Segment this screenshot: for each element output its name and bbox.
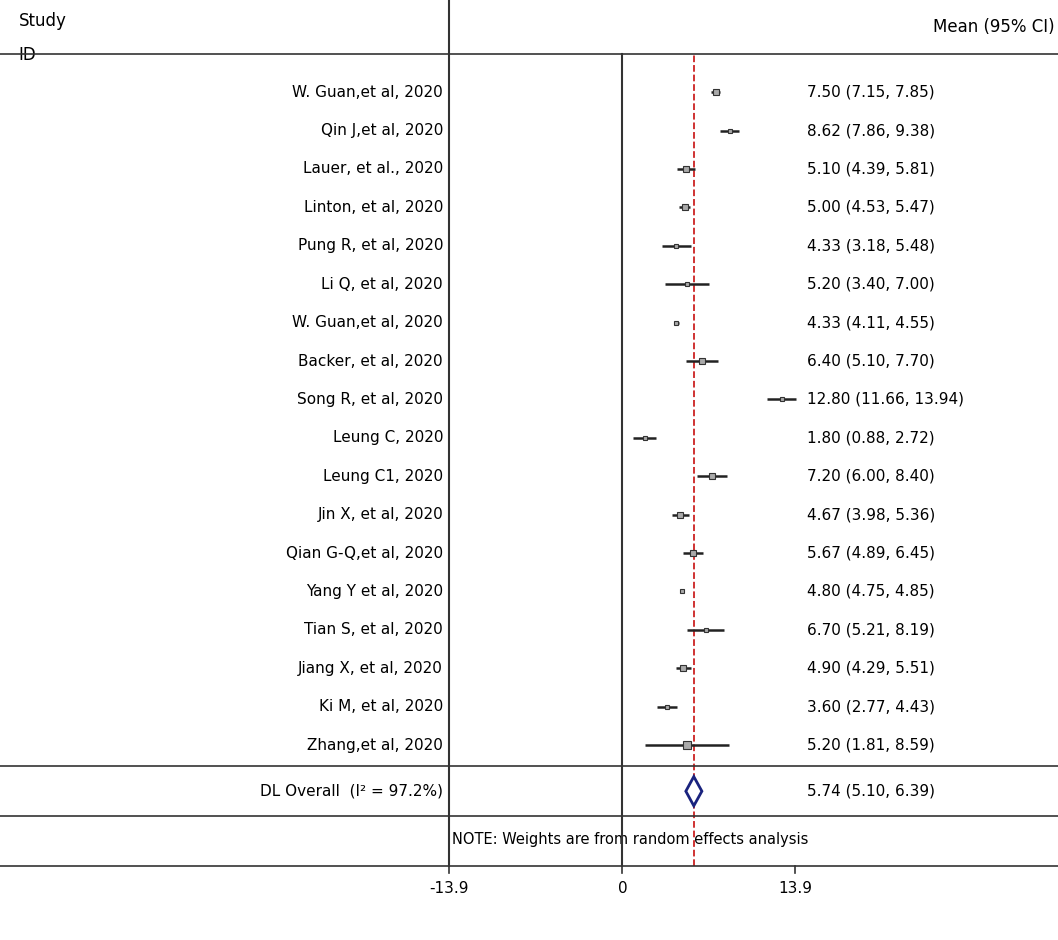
Text: 5.74 (5.10, 6.39): 5.74 (5.10, 6.39) (806, 784, 934, 799)
Text: Song R, et al, 2020: Song R, et al, 2020 (297, 392, 443, 407)
Text: NOTE: Weights are from random effects analysis: NOTE: Weights are from random effects an… (452, 832, 808, 847)
Text: Qian G-Q,et al, 2020: Qian G-Q,et al, 2020 (286, 545, 443, 560)
Text: 4.80 (4.75, 4.85): 4.80 (4.75, 4.85) (806, 584, 934, 599)
Text: W. Guan,et al, 2020: W. Guan,et al, 2020 (292, 85, 443, 100)
Text: 1.80 (0.88, 2.72): 1.80 (0.88, 2.72) (806, 431, 934, 446)
Text: Tian S, et al, 2020: Tian S, et al, 2020 (305, 622, 443, 637)
Text: Zhang,et al, 2020: Zhang,et al, 2020 (307, 738, 443, 753)
Text: 4.90 (4.29, 5.51): 4.90 (4.29, 5.51) (806, 661, 934, 676)
Text: Leung C, 2020: Leung C, 2020 (332, 431, 443, 446)
Text: 4.67 (3.98, 5.36): 4.67 (3.98, 5.36) (806, 508, 935, 523)
Text: W. Guan,et al, 2020: W. Guan,et al, 2020 (292, 315, 443, 330)
Text: Pung R, et al, 2020: Pung R, et al, 2020 (297, 239, 443, 253)
Text: 4.33 (3.18, 5.48): 4.33 (3.18, 5.48) (806, 239, 934, 253)
Text: 7.50 (7.15, 7.85): 7.50 (7.15, 7.85) (806, 85, 934, 100)
Text: Qin J,et al, 2020: Qin J,et al, 2020 (321, 123, 443, 138)
Text: 4.33 (4.11, 4.55): 4.33 (4.11, 4.55) (806, 315, 934, 330)
Polygon shape (686, 776, 701, 806)
Text: Lauer, et al., 2020: Lauer, et al., 2020 (303, 162, 443, 177)
Text: -13.9: -13.9 (430, 882, 469, 897)
Text: Backer, et al, 2020: Backer, et al, 2020 (298, 353, 443, 368)
Text: Jiang X, et al, 2020: Jiang X, et al, 2020 (298, 661, 443, 676)
Text: DL Overall  (I² = 97.2%): DL Overall (I² = 97.2%) (260, 784, 443, 799)
Text: 5.67 (4.89, 6.45): 5.67 (4.89, 6.45) (806, 545, 934, 560)
Text: 6.70 (5.21, 8.19): 6.70 (5.21, 8.19) (806, 622, 934, 637)
Text: 8.62 (7.86, 9.38): 8.62 (7.86, 9.38) (806, 123, 934, 138)
Text: Yang Y et al, 2020: Yang Y et al, 2020 (306, 584, 443, 599)
Text: Leung C1, 2020: Leung C1, 2020 (323, 469, 443, 484)
Text: 13.9: 13.9 (779, 882, 813, 897)
Text: Study: Study (19, 11, 67, 29)
Text: Mean (95% CI): Mean (95% CI) (933, 18, 1054, 36)
Text: 3.60 (2.77, 4.43): 3.60 (2.77, 4.43) (806, 699, 934, 714)
Text: 5.20 (1.81, 8.59): 5.20 (1.81, 8.59) (806, 738, 934, 753)
Text: Linton, et al, 2020: Linton, et al, 2020 (304, 200, 443, 215)
Text: 5.10 (4.39, 5.81): 5.10 (4.39, 5.81) (806, 162, 934, 177)
Text: 7.20 (6.00, 8.40): 7.20 (6.00, 8.40) (806, 469, 934, 484)
Text: Li Q, et al, 2020: Li Q, et al, 2020 (322, 276, 443, 291)
Text: 5.00 (4.53, 5.47): 5.00 (4.53, 5.47) (806, 200, 934, 215)
Text: 0: 0 (618, 882, 627, 897)
Text: 12.80 (11.66, 13.94): 12.80 (11.66, 13.94) (806, 392, 964, 407)
Text: 6.40 (5.10, 7.70): 6.40 (5.10, 7.70) (806, 353, 934, 368)
Text: Jin X, et al, 2020: Jin X, et al, 2020 (317, 508, 443, 523)
Text: ID: ID (19, 46, 36, 64)
Text: 5.20 (3.40, 7.00): 5.20 (3.40, 7.00) (806, 276, 934, 291)
Text: Ki M, et al, 2020: Ki M, et al, 2020 (318, 699, 443, 714)
